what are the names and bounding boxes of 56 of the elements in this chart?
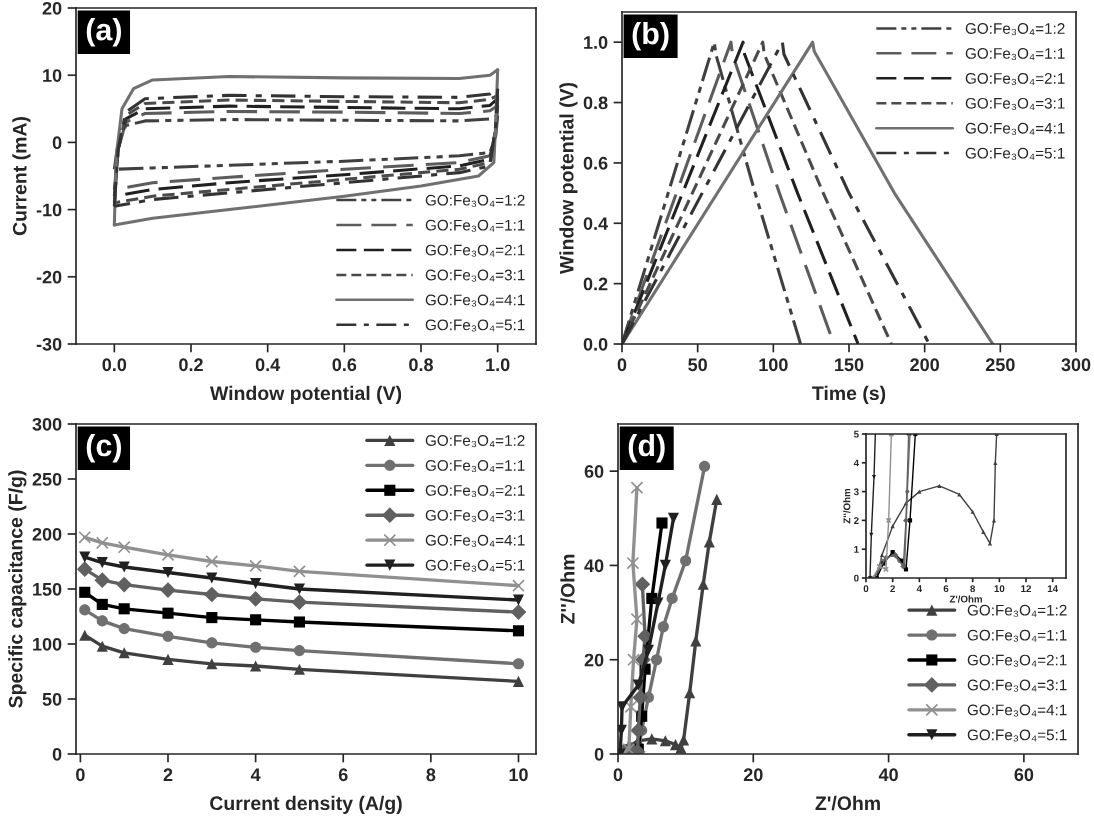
x-axis-title: Time (s) bbox=[812, 385, 886, 404]
x-axis-title: Current density (A/g) bbox=[210, 795, 402, 815]
x-tick-label: 8 bbox=[426, 768, 436, 782]
x-axis-title: Window potential (V) bbox=[209, 385, 402, 404]
y-tick-label: 10 bbox=[43, 69, 62, 82]
x-tick-label: 0.6 bbox=[332, 358, 357, 372]
x-tick-label: 200 bbox=[910, 358, 939, 372]
y-tick-label: 0 bbox=[52, 136, 62, 150]
y-tick-label: 0.6 bbox=[583, 156, 608, 170]
y-tick-label: 20 bbox=[42, 1, 62, 15]
y-tick-label: 0 bbox=[52, 747, 62, 761]
y-axis-title: Current (mA) bbox=[12, 117, 31, 236]
x-axis-title: Z'/Ohm bbox=[815, 795, 880, 811]
x-tick-label: 250 bbox=[985, 358, 1015, 372]
y-tick-label: 300 bbox=[32, 417, 62, 431]
x-tick-label: 0.2 bbox=[179, 358, 203, 372]
x-tick-label: 0.0 bbox=[102, 358, 127, 372]
chart-title: (d) bbox=[628, 433, 665, 463]
y-tick-label: 100 bbox=[33, 637, 62, 651]
y-tick-label: 40 bbox=[584, 559, 604, 573]
x-tick-label: 300 bbox=[1061, 358, 1091, 372]
y-tick-label: 0.0 bbox=[583, 337, 608, 351]
x-tick-label: 20 bbox=[743, 768, 763, 782]
chart-title: (c) bbox=[86, 433, 122, 463]
y-tick-label: -20 bbox=[36, 270, 62, 284]
x-tick-label: 40 bbox=[878, 768, 898, 782]
x-tick-label: 4 bbox=[250, 768, 261, 781]
y-tick-label: 20 bbox=[584, 653, 604, 667]
y-tick-label: 1.0 bbox=[584, 36, 608, 49]
chart-title: (b) bbox=[632, 21, 669, 51]
y-tick-label: 0.2 bbox=[583, 277, 608, 291]
y-tick-label: -30 bbox=[36, 337, 62, 351]
y-axis-title: Specific capacitance (F/g) bbox=[8, 470, 27, 708]
y-axis-title: Window potential (V) bbox=[559, 82, 578, 275]
y-tick-label: 200 bbox=[32, 527, 62, 541]
y-axis-title: Z''/Ohm bbox=[560, 554, 575, 624]
y-tick-label: 0.8 bbox=[583, 96, 608, 110]
y-tick-label: 250 bbox=[32, 472, 62, 486]
x-tick-label: 1.0 bbox=[486, 358, 510, 372]
x-tick-label: 100 bbox=[759, 358, 788, 372]
y-tick-label: -10 bbox=[36, 203, 62, 217]
x-tick-label: 0 bbox=[617, 358, 627, 372]
y-tick-label: 0.4 bbox=[583, 217, 609, 230]
x-tick-label: 50 bbox=[688, 358, 707, 372]
x-tick-label: 0 bbox=[613, 768, 623, 782]
x-tick-label: 0.4 bbox=[255, 358, 281, 372]
x-tick-label: 0 bbox=[76, 768, 85, 782]
x-tick-label: 10 bbox=[509, 768, 528, 782]
chart-title: (a) bbox=[86, 18, 122, 47]
y-tick-label: 60 bbox=[584, 465, 604, 478]
x-tick-label: 0.8 bbox=[409, 358, 433, 372]
x-tick-label: 2 bbox=[163, 768, 173, 781]
x-tick-label: 6 bbox=[338, 768, 348, 782]
x-tick-label: 60 bbox=[1014, 768, 1034, 782]
y-tick-label: 0 bbox=[594, 747, 604, 761]
y-tick-label: 50 bbox=[42, 692, 62, 706]
